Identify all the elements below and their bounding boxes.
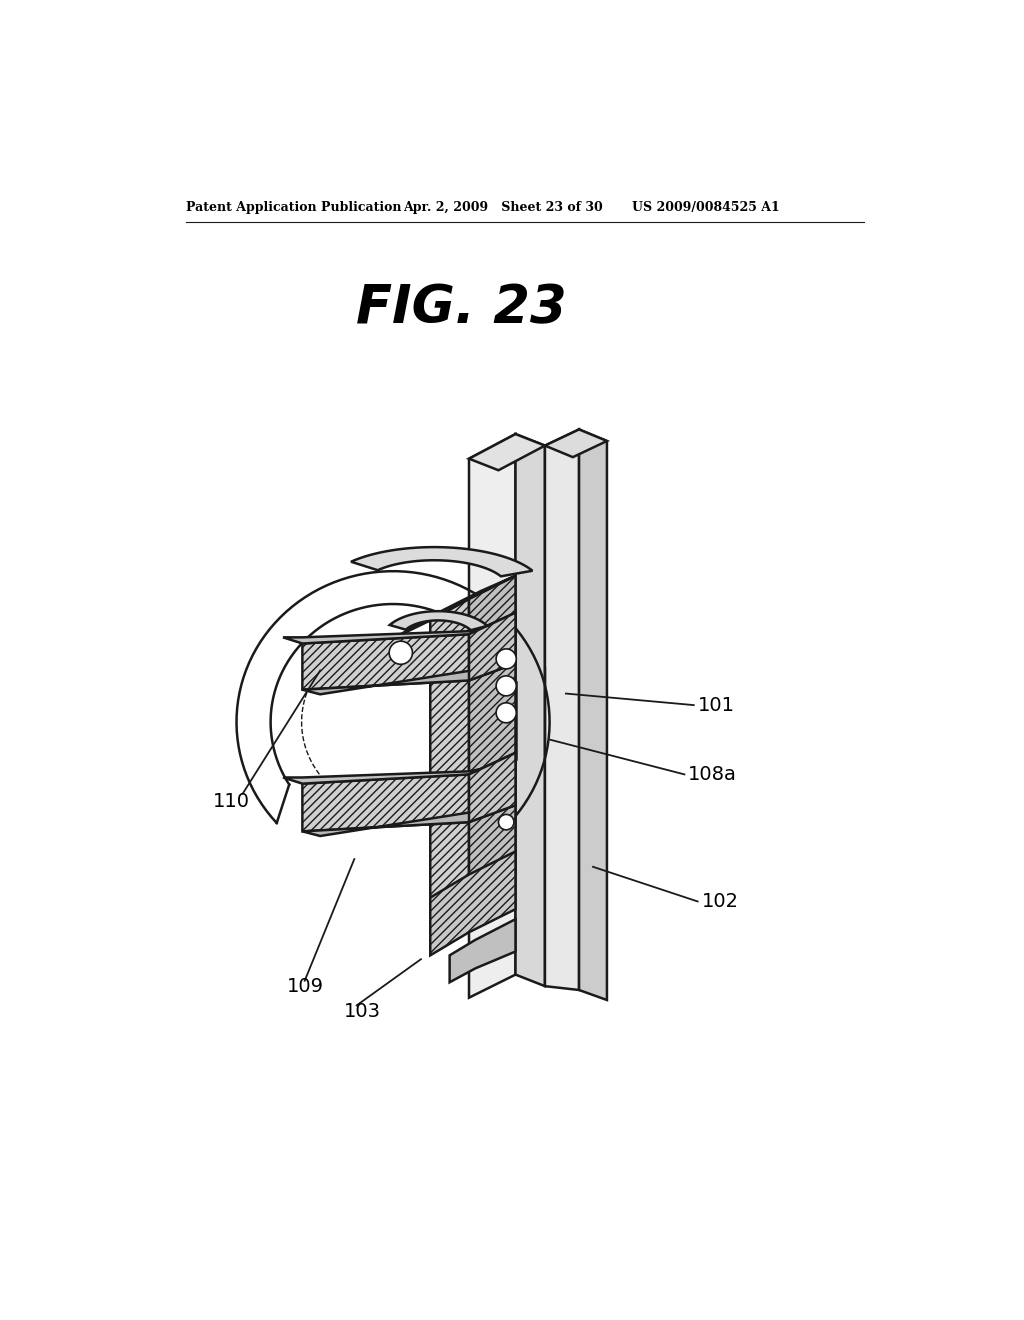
Text: 101: 101 xyxy=(697,696,734,714)
Circle shape xyxy=(496,676,516,696)
Polygon shape xyxy=(469,752,515,822)
Text: 110: 110 xyxy=(213,792,250,810)
Text: 108a: 108a xyxy=(687,764,736,784)
Polygon shape xyxy=(302,775,469,832)
Circle shape xyxy=(496,649,516,669)
Polygon shape xyxy=(579,429,607,1001)
Polygon shape xyxy=(450,919,515,982)
Circle shape xyxy=(389,642,413,664)
Polygon shape xyxy=(469,434,515,998)
Circle shape xyxy=(499,814,514,830)
Polygon shape xyxy=(545,429,607,457)
Text: Patent Application Publication: Patent Application Publication xyxy=(186,201,401,214)
Polygon shape xyxy=(302,805,515,836)
Circle shape xyxy=(496,702,516,723)
Polygon shape xyxy=(390,611,487,630)
Polygon shape xyxy=(351,546,532,577)
Text: Apr. 2, 2009   Sheet 23 of 30: Apr. 2, 2009 Sheet 23 of 30 xyxy=(403,201,603,214)
Polygon shape xyxy=(430,851,515,956)
Polygon shape xyxy=(283,612,515,644)
Text: 109: 109 xyxy=(287,977,324,995)
Text: US 2009/0084525 A1: US 2009/0084525 A1 xyxy=(632,201,779,214)
Polygon shape xyxy=(469,612,515,681)
Polygon shape xyxy=(430,599,469,919)
Polygon shape xyxy=(469,434,545,470)
Polygon shape xyxy=(302,635,469,689)
Polygon shape xyxy=(545,429,579,990)
Polygon shape xyxy=(469,576,515,898)
Polygon shape xyxy=(283,752,515,784)
Polygon shape xyxy=(395,576,515,638)
Text: 102: 102 xyxy=(701,892,738,911)
Polygon shape xyxy=(302,664,515,694)
Text: FIG. 23: FIG. 23 xyxy=(356,282,566,334)
Text: 103: 103 xyxy=(343,1002,381,1022)
Polygon shape xyxy=(515,434,545,986)
